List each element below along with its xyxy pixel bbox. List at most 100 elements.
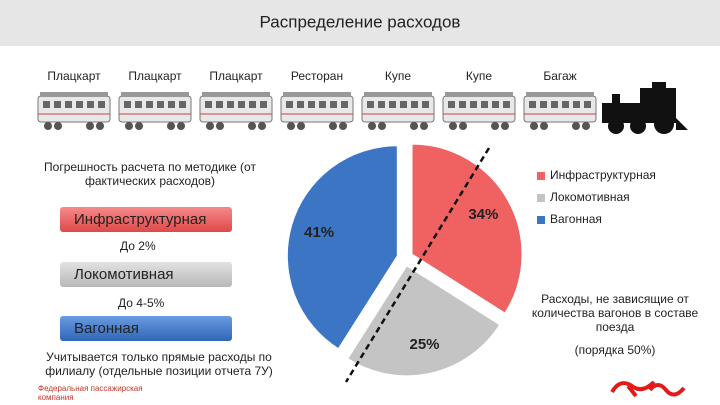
wagon-roof bbox=[364, 92, 432, 97]
locomotive bbox=[602, 82, 688, 134]
wagon-window bbox=[308, 101, 315, 108]
wagon-window bbox=[227, 101, 234, 108]
wagon-window bbox=[76, 101, 83, 108]
left-heading: Погрешность расчета по методике (от факт… bbox=[44, 160, 256, 188]
wagon-wheel bbox=[248, 122, 256, 130]
wagon-body bbox=[118, 95, 192, 123]
wagon-wheel bbox=[378, 122, 386, 130]
wagon-window bbox=[65, 101, 72, 108]
pie-slice bbox=[411, 143, 523, 314]
wagons: Плацкарт Плацкарт Плацкарт Ресторан Купе Купе… bbox=[37, 69, 597, 130]
wagon-roof bbox=[40, 92, 108, 97]
wagon-window bbox=[448, 101, 455, 108]
wagon-wheel bbox=[96, 122, 104, 130]
wagon-window bbox=[481, 101, 488, 108]
legend-swatch bbox=[537, 194, 545, 202]
wagon-window bbox=[260, 101, 267, 108]
wagon-window bbox=[87, 101, 94, 108]
logo bbox=[610, 380, 686, 398]
legend-swatch bbox=[537, 172, 545, 180]
wagon-roof bbox=[121, 92, 189, 97]
wagon-window bbox=[98, 101, 105, 108]
wagon-window bbox=[249, 101, 256, 108]
legend-label: Локомотивная bbox=[550, 190, 630, 204]
wagon-wheel bbox=[459, 122, 467, 130]
wagon-window bbox=[367, 101, 374, 108]
wagon-window bbox=[168, 101, 175, 108]
wagon-wheel bbox=[491, 122, 499, 130]
right-share: (порядка 50%) bbox=[574, 343, 656, 357]
wagon-window bbox=[286, 101, 293, 108]
error-bar: Инфраструктурная bbox=[60, 207, 232, 232]
wagon-label: Ресторан bbox=[291, 69, 343, 83]
header-band bbox=[0, 0, 720, 46]
wagon-label: Плацкарт bbox=[128, 69, 182, 83]
wagon-window bbox=[378, 101, 385, 108]
value-label: 34% bbox=[468, 206, 498, 223]
wagon-wheel bbox=[287, 122, 295, 130]
wagon-window bbox=[529, 101, 536, 108]
wagon-window bbox=[216, 101, 223, 108]
wagon-wheel bbox=[44, 122, 52, 130]
wagon-window bbox=[205, 101, 212, 108]
wagon-wheel bbox=[540, 122, 548, 130]
legend-swatch bbox=[537, 216, 545, 224]
wagon-wheel bbox=[86, 122, 94, 130]
value-label: 25% bbox=[409, 336, 439, 353]
wagon-window bbox=[179, 101, 186, 108]
wagon-label: Плацкарт bbox=[209, 69, 263, 83]
wagon-body bbox=[442, 95, 516, 123]
wagon-window bbox=[157, 101, 164, 108]
wagon-window bbox=[319, 101, 326, 108]
wagon-window bbox=[146, 101, 153, 108]
wagon-roof bbox=[202, 92, 270, 97]
wagon-window bbox=[503, 101, 510, 108]
wagon-window bbox=[540, 101, 547, 108]
wagon-label: Плацкарт bbox=[47, 69, 101, 83]
legend: Инфраструктурная Локомотивная Вагонная bbox=[537, 168, 656, 226]
wagon-window bbox=[573, 101, 580, 108]
wagon-window bbox=[341, 101, 348, 108]
wagon-body bbox=[361, 95, 435, 123]
wagon-wheel bbox=[216, 122, 224, 130]
wagon-wheel bbox=[125, 122, 133, 130]
company-name: Федеральная пассажирская компания bbox=[38, 384, 143, 402]
error-note: До 4-5% bbox=[118, 296, 165, 310]
wagon-window bbox=[470, 101, 477, 108]
error-bar: Локомотивная bbox=[60, 262, 232, 287]
wagon-roof bbox=[526, 92, 594, 97]
wagon-label: Купе bbox=[466, 69, 492, 83]
wagon-roof bbox=[445, 92, 513, 97]
wagon-window bbox=[492, 101, 499, 108]
error-note: До 2% bbox=[120, 239, 156, 253]
wagon-wheel bbox=[572, 122, 580, 130]
wagon-window bbox=[135, 101, 142, 108]
wagon-wheel bbox=[420, 122, 428, 130]
wagon-wheel bbox=[329, 122, 337, 130]
divider-line bbox=[344, 147, 491, 383]
legend-label: Инфраструктурная bbox=[550, 168, 656, 182]
right-note: Расходы, не зависящие от количества ваго… bbox=[531, 292, 699, 334]
wagon-window bbox=[584, 101, 591, 108]
wagon-label: Купе bbox=[385, 69, 411, 83]
pie-slice bbox=[286, 145, 398, 350]
pie: 34% 25% 41% bbox=[286, 143, 523, 377]
error-note: Учитывается только прямые расходы по фил… bbox=[45, 350, 273, 378]
wagon-window bbox=[43, 101, 50, 108]
wagon-window bbox=[124, 101, 131, 108]
wagon-window bbox=[400, 101, 407, 108]
wagon-wheel bbox=[177, 122, 185, 130]
wagon-body bbox=[37, 95, 111, 123]
wagon-window bbox=[389, 101, 396, 108]
wagon-window bbox=[411, 101, 418, 108]
wagon-body bbox=[199, 95, 273, 123]
wagon-body bbox=[523, 95, 597, 123]
wagon-wheel bbox=[135, 122, 143, 130]
wagon-wheel bbox=[582, 122, 590, 130]
wagon-window bbox=[459, 101, 466, 108]
wagon-window bbox=[330, 101, 337, 108]
error-bar: Вагонная bbox=[60, 316, 232, 341]
wagon-roof bbox=[283, 92, 351, 97]
